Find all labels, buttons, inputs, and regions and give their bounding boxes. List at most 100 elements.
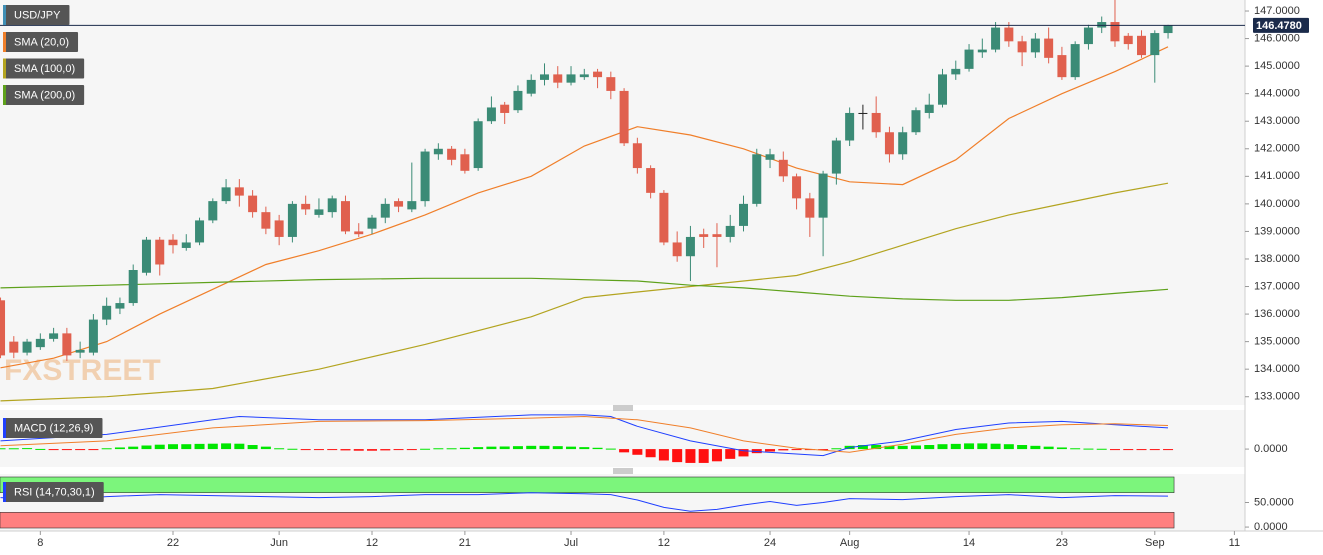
candle-body — [579, 74, 589, 78]
candle-body — [1044, 38, 1054, 58]
histogram-bar — [22, 448, 33, 450]
last-price-label: 146.4780 — [1256, 20, 1302, 32]
y-tick-label: 139.0000 — [1254, 225, 1300, 237]
y-tick-label: 135.0000 — [1254, 336, 1300, 348]
candle-body — [9, 341, 19, 353]
histogram-bar — [0, 448, 6, 450]
y-tick-label: 138.0000 — [1254, 253, 1300, 265]
candle-body — [473, 121, 483, 169]
x-tick-label: 21 — [459, 537, 471, 549]
x-tick-label: Jul — [564, 537, 578, 549]
histogram-bar — [141, 445, 152, 450]
candle-body — [62, 333, 72, 356]
legend-item: RSI (14,70,30,1) — [3, 482, 104, 502]
histogram-bar — [765, 449, 776, 452]
candle-body — [513, 90, 523, 111]
histogram-bar — [658, 449, 669, 461]
candle-body — [301, 203, 311, 210]
histogram-bar — [552, 446, 563, 450]
candle-body — [274, 220, 284, 237]
histogram-bar — [791, 449, 802, 451]
histogram-bar — [406, 449, 417, 451]
candle-body — [340, 201, 350, 232]
candle-body — [367, 217, 377, 229]
legend-swatch — [3, 32, 6, 52]
legend-swatch — [3, 418, 6, 438]
legend-item: MACD (12,26,9) — [3, 418, 103, 438]
histogram-bar — [114, 447, 125, 450]
histogram-bar — [181, 444, 192, 450]
histogram-bar — [897, 445, 908, 450]
histogram-bar — [632, 449, 643, 455]
histogram-bar — [48, 449, 59, 451]
histogram-bar — [393, 449, 404, 451]
histogram-bar — [353, 449, 364, 451]
histogram-bar — [711, 449, 722, 462]
candle-body — [49, 333, 59, 339]
candle-body — [1163, 25, 1173, 34]
histogram-bar — [579, 447, 590, 450]
watermark: FXSTREET — [4, 354, 161, 387]
histogram-bar — [1017, 445, 1028, 450]
legend-item: USD/JPY — [3, 5, 70, 25]
candle-body — [699, 234, 709, 237]
candle-body — [1070, 44, 1080, 78]
candle-body — [1110, 22, 1120, 42]
histogram-bar — [35, 448, 46, 450]
line-series — [0, 277, 1169, 301]
histogram-bar — [937, 444, 948, 450]
legend-item: SMA (20,0) — [3, 32, 79, 52]
legend-box — [3, 482, 104, 502]
candle-body — [884, 132, 894, 155]
candle-body — [433, 148, 443, 155]
candle-body — [128, 270, 138, 304]
histogram-bar — [910, 445, 921, 450]
histogram-bar — [924, 445, 935, 450]
histogram-bar — [1109, 449, 1120, 451]
histogram-bar — [950, 443, 961, 450]
candle-body — [632, 143, 642, 169]
legend-item: SMA (200,0) — [3, 85, 85, 105]
legend-box — [3, 5, 70, 25]
x-tick-label: 22 — [167, 537, 179, 549]
histogram-bar — [964, 443, 975, 450]
histogram-bar — [526, 445, 537, 450]
candle-body — [818, 173, 828, 218]
histogram-bar — [1149, 449, 1160, 451]
candle-body — [1123, 35, 1133, 45]
y-tick-label: 143.0000 — [1254, 115, 1300, 127]
candle-body — [155, 239, 165, 265]
x-tick-label: 24 — [764, 537, 776, 549]
x-tick-label: 11 — [1229, 537, 1240, 549]
candle-body — [685, 236, 695, 257]
candle-body — [858, 112, 868, 114]
candle-body — [526, 79, 536, 94]
histogram-bar — [61, 449, 72, 451]
y-tick-label: 133.0000 — [1254, 391, 1300, 403]
candle-body — [539, 74, 549, 80]
histogram-bar — [1136, 449, 1147, 451]
histogram-bar — [75, 449, 86, 451]
line-series — [0, 415, 1169, 453]
y-tick-label: 50.0000 — [1254, 496, 1294, 508]
histogram-bar — [300, 449, 311, 451]
x-tick-label: Jun — [270, 537, 288, 549]
candle-body — [314, 209, 324, 215]
candle-body — [924, 104, 934, 113]
candle-body — [792, 176, 802, 199]
line-series — [0, 46, 1169, 369]
histogram-bar — [871, 445, 882, 450]
histogram-bar — [778, 449, 789, 451]
candle-body — [778, 159, 788, 177]
histogram-bar — [287, 448, 298, 450]
macd-pane — [0, 410, 1245, 467]
candle-body — [977, 49, 987, 53]
candle-body — [407, 201, 417, 210]
candle-body — [606, 77, 616, 91]
candle-body — [1150, 33, 1160, 56]
legend-item: SMA (100,0) — [3, 58, 85, 79]
legend-label: MACD (12,26,9) — [14, 422, 93, 434]
last-price-box — [1253, 17, 1309, 33]
candle-body — [871, 112, 881, 133]
histogram-bar — [499, 446, 510, 450]
